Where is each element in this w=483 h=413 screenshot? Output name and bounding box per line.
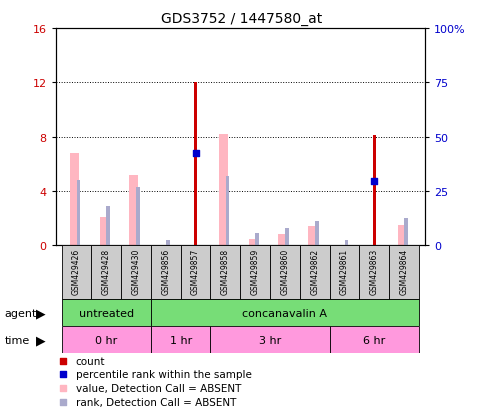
Bar [398, 225, 407, 246]
Text: 0 hr: 0 hr [95, 335, 117, 345]
Bar [70, 154, 79, 246]
Point [59, 358, 67, 365]
Bar [136, 188, 140, 246]
Text: value, Detection Call = ABSENT: value, Detection Call = ABSENT [76, 383, 241, 393]
Bar [256, 233, 259, 246]
Text: GSM429857: GSM429857 [191, 248, 200, 294]
Text: GSM429861: GSM429861 [340, 248, 349, 294]
Text: agent: agent [5, 308, 37, 318]
Text: rank, Detection Call = ABSENT: rank, Detection Call = ABSENT [76, 397, 236, 407]
Bar [211, 246, 241, 299]
Bar [300, 246, 330, 299]
Point [370, 179, 378, 185]
Bar [226, 177, 229, 246]
Bar [61, 246, 91, 299]
Bar [330, 326, 419, 353]
Bar [61, 326, 151, 353]
Bar [345, 240, 348, 246]
Bar [121, 246, 151, 299]
Bar [285, 228, 289, 246]
Bar [308, 227, 317, 246]
Bar [270, 246, 300, 299]
Text: concanavalin A: concanavalin A [242, 308, 327, 318]
Bar [372, 136, 376, 246]
Bar [315, 221, 319, 246]
Bar [129, 175, 139, 246]
Bar [359, 246, 389, 299]
Bar [241, 246, 270, 299]
Text: 6 hr: 6 hr [363, 335, 385, 345]
Text: 1 hr: 1 hr [170, 335, 192, 345]
Bar [91, 246, 121, 299]
Text: GSM429858: GSM429858 [221, 248, 230, 294]
Bar [389, 246, 419, 299]
Text: percentile rank within the sample: percentile rank within the sample [76, 369, 252, 379]
Text: GSM429430: GSM429430 [131, 248, 141, 295]
Bar [330, 246, 359, 299]
Bar [61, 299, 151, 326]
Bar [249, 239, 257, 246]
Point [192, 150, 199, 157]
Text: GSM429862: GSM429862 [310, 248, 319, 294]
Bar [211, 326, 330, 353]
Bar [151, 246, 181, 299]
Text: untreated: untreated [79, 308, 134, 318]
Text: ▶: ▶ [36, 333, 46, 346]
Text: 3 hr: 3 hr [259, 335, 281, 345]
Bar [278, 235, 287, 246]
Text: GSM429428: GSM429428 [102, 248, 111, 294]
Text: GSM429860: GSM429860 [281, 248, 289, 294]
Point [59, 371, 67, 377]
Bar [151, 299, 419, 326]
Bar [151, 326, 211, 353]
Bar [106, 206, 110, 246]
Bar [404, 218, 408, 246]
Bar [181, 246, 211, 299]
Bar [194, 83, 198, 246]
Bar [99, 217, 109, 246]
Text: time: time [5, 335, 30, 345]
Text: GSM429856: GSM429856 [161, 248, 170, 294]
Text: GSM429859: GSM429859 [251, 248, 260, 294]
Text: GSM429426: GSM429426 [72, 248, 81, 294]
Text: GDS3752 / 1447580_at: GDS3752 / 1447580_at [161, 12, 322, 26]
Text: GSM429864: GSM429864 [399, 248, 409, 294]
Point [59, 385, 67, 391]
Text: count: count [76, 356, 105, 366]
Text: ▶: ▶ [36, 306, 46, 319]
Point [59, 399, 67, 406]
Bar [219, 135, 228, 246]
Bar [166, 240, 170, 246]
Text: GSM429863: GSM429863 [370, 248, 379, 294]
Bar [77, 181, 80, 246]
